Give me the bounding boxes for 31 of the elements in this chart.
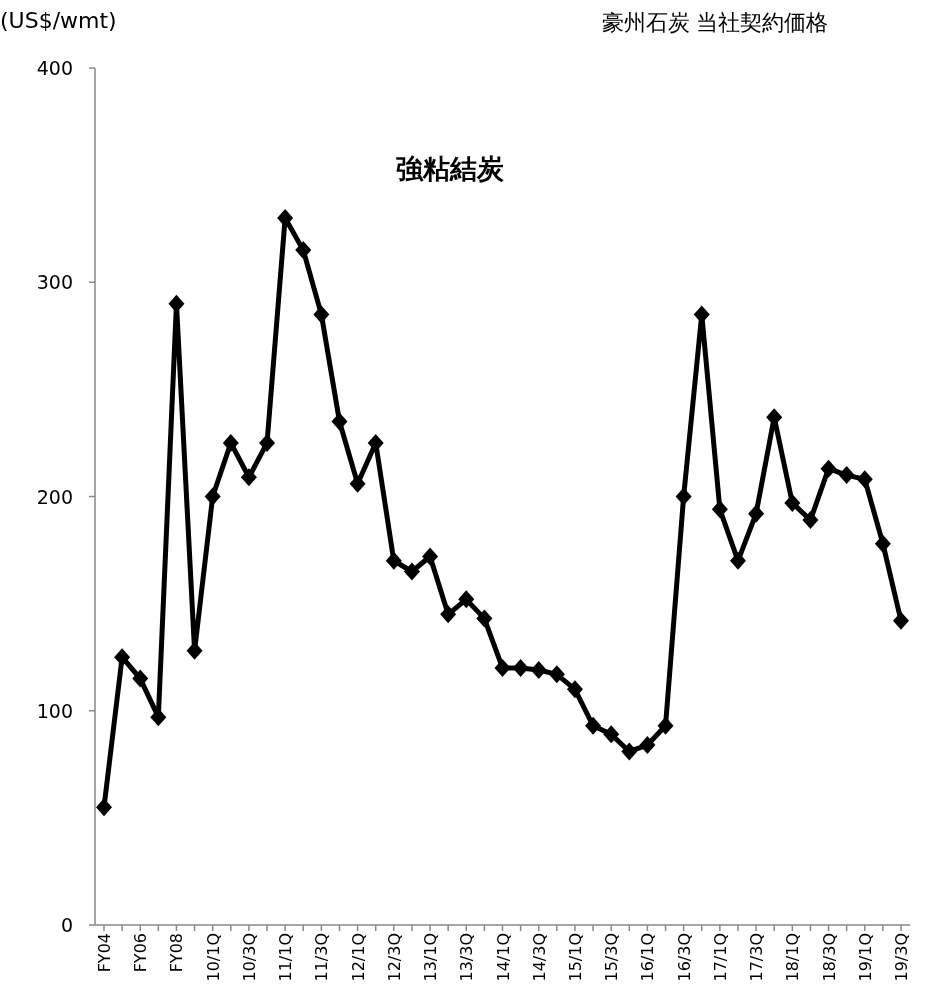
xtick: 17/3Q xyxy=(747,933,767,982)
xtick: 15/1Q xyxy=(565,933,585,982)
ytick: 200 xyxy=(36,485,73,508)
xtick: 15/3Q xyxy=(602,933,622,982)
subtitle: 強粘結炭 xyxy=(396,153,504,184)
xtick: FY04 xyxy=(95,933,114,973)
xtick: 13/1Q xyxy=(421,933,441,982)
xtick: FY08 xyxy=(167,933,187,973)
ytick: 0 xyxy=(60,914,73,936)
xtick: 11/1Q xyxy=(276,933,296,982)
title: 豪州石炭 当社契約価格 xyxy=(601,10,829,35)
xtick: 11/3Q xyxy=(312,933,332,982)
xtick: 14/3Q xyxy=(529,933,549,982)
xtick: 10/3Q xyxy=(239,933,259,982)
xtick: 17/1Q xyxy=(710,933,730,982)
xtick: 10/1Q xyxy=(203,933,223,982)
xtick: FY06 xyxy=(131,933,151,973)
ytick: 400 xyxy=(36,57,73,79)
xtick: 19/1Q xyxy=(855,933,875,982)
ytick: 300 xyxy=(36,271,73,294)
xtick: 18/3Q xyxy=(819,933,839,982)
xtick: 19/3Q xyxy=(892,933,911,982)
xtick: 16/3Q xyxy=(674,933,694,982)
xtick: 12/1Q xyxy=(348,933,368,982)
xtick: 12/3Q xyxy=(384,933,404,982)
xtick: 18/1Q xyxy=(783,933,803,982)
ylabel: (US$/wmt) xyxy=(0,8,117,33)
xtick: 14/1Q xyxy=(493,933,513,982)
xtick: 13/3Q xyxy=(457,933,477,982)
xtick: 16/1Q xyxy=(638,933,658,982)
ytick: 100 xyxy=(36,699,73,722)
